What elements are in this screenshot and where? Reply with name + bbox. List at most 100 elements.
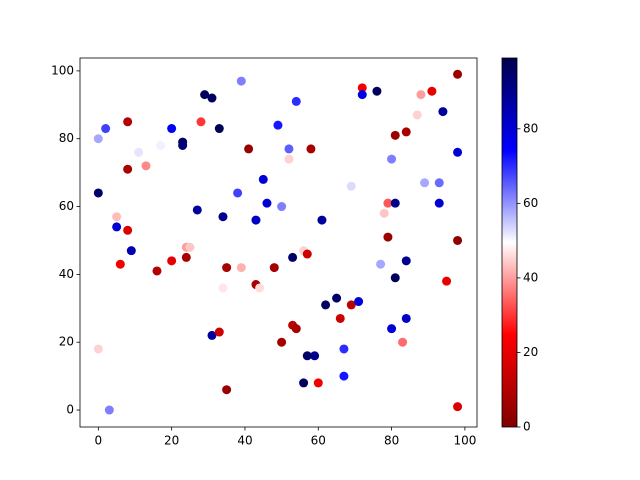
colorbar-tick-label: 60 <box>523 196 538 210</box>
point <box>236 76 246 86</box>
point <box>357 90 367 100</box>
point <box>104 405 114 415</box>
point <box>383 232 393 242</box>
point <box>233 188 243 198</box>
point <box>255 283 265 293</box>
point <box>115 259 125 269</box>
point <box>420 178 430 188</box>
y-tick-label: 40 <box>59 267 74 281</box>
x-tick-label: 60 <box>311 434 326 448</box>
point <box>379 208 389 218</box>
point <box>214 327 224 337</box>
point <box>313 378 323 388</box>
point <box>310 351 320 361</box>
point <box>383 198 393 208</box>
point <box>453 402 463 412</box>
y-tick-label: 100 <box>51 63 74 77</box>
point <box>387 154 397 164</box>
plot-area <box>79 57 478 428</box>
point <box>434 178 444 188</box>
point <box>332 293 342 303</box>
point <box>262 198 272 208</box>
point <box>218 283 228 293</box>
x-tick-label: 40 <box>237 434 252 448</box>
point <box>453 69 463 79</box>
colorbar-tick-label: 80 <box>523 121 538 135</box>
point <box>218 212 228 222</box>
x-tick-label: 0 <box>95 434 103 448</box>
point <box>178 141 188 151</box>
point <box>302 249 312 259</box>
y-tick-label: 60 <box>59 199 74 213</box>
y-tick-label: 80 <box>59 131 74 145</box>
point <box>167 124 177 134</box>
point <box>207 330 217 340</box>
point <box>222 263 232 273</box>
point <box>214 124 224 134</box>
x-tick-label: 20 <box>164 434 179 448</box>
point <box>126 246 136 256</box>
point <box>372 86 382 96</box>
y-tick-label: 0 <box>66 403 74 417</box>
point <box>156 141 166 151</box>
point <box>207 93 217 103</box>
colorbar-tick-label: 40 <box>523 270 538 284</box>
point <box>277 337 287 347</box>
point <box>112 222 122 232</box>
point <box>134 147 144 157</box>
point <box>222 385 232 395</box>
point <box>277 202 287 212</box>
point <box>273 120 283 130</box>
point <box>401 127 411 137</box>
point <box>387 324 397 334</box>
point <box>453 147 463 157</box>
point <box>200 90 210 100</box>
point <box>453 235 463 245</box>
point <box>306 144 316 154</box>
point <box>354 297 364 307</box>
point <box>339 344 349 354</box>
point <box>93 344 103 354</box>
point <box>123 164 133 174</box>
point <box>258 174 268 184</box>
point <box>192 205 202 215</box>
colorbar <box>501 57 518 428</box>
point <box>284 154 294 164</box>
point <box>416 90 426 100</box>
point <box>251 215 261 225</box>
point <box>335 313 345 323</box>
point <box>167 256 177 266</box>
point <box>299 378 309 388</box>
x-tick-label: 80 <box>384 434 399 448</box>
colorbar-tick-label: 0 <box>523 420 531 434</box>
point <box>442 276 452 286</box>
point <box>288 252 298 262</box>
point <box>93 134 103 144</box>
point <box>93 188 103 198</box>
point <box>112 212 122 222</box>
point <box>401 256 411 266</box>
y-tick-label: 20 <box>59 335 74 349</box>
point <box>401 313 411 323</box>
point <box>244 144 254 154</box>
point <box>196 117 206 127</box>
point <box>236 263 246 273</box>
point <box>427 86 437 96</box>
point <box>284 144 294 154</box>
point <box>412 110 422 120</box>
point <box>123 117 133 127</box>
point <box>434 198 444 208</box>
colorbar-tick-label: 20 <box>523 345 538 359</box>
point <box>346 300 356 310</box>
point <box>123 225 133 235</box>
point <box>101 124 111 134</box>
point <box>302 351 312 361</box>
point <box>321 300 331 310</box>
point <box>376 259 386 269</box>
point <box>291 96 301 106</box>
point <box>398 337 408 347</box>
point <box>291 324 301 334</box>
x-tick-label: 100 <box>453 434 476 448</box>
point <box>141 161 151 171</box>
point <box>390 198 400 208</box>
